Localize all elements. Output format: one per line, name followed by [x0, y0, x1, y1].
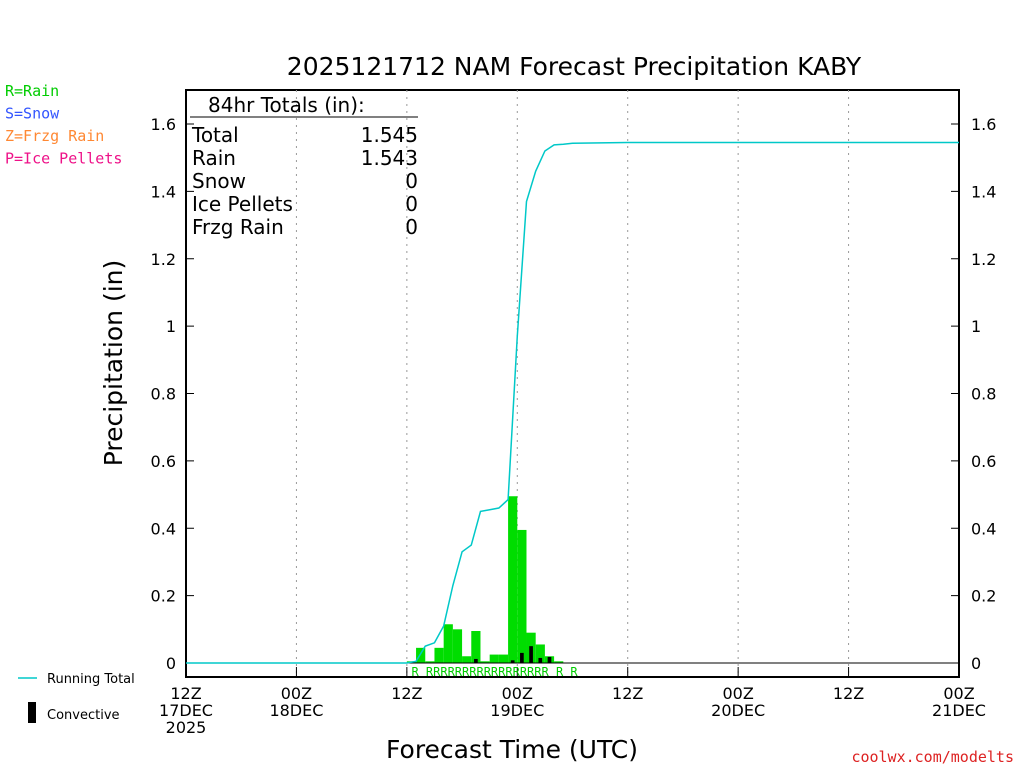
y-tick-label-right: 0.2 — [971, 587, 996, 606]
convective-bars — [474, 646, 552, 663]
x-tick-label: 00Z — [722, 684, 753, 703]
ptype-legend-item: Z=Frzg Rain — [5, 127, 104, 145]
convective-bar — [547, 656, 552, 663]
totals-row-label: Ice Pellets — [192, 192, 293, 216]
x-tick-label: 2025 — [166, 718, 207, 737]
y-tick-label-right: 0 — [971, 654, 981, 673]
totals-row-value: 1.545 — [361, 123, 418, 147]
rain-bar — [462, 656, 472, 663]
legend-bar-swatch — [28, 702, 36, 723]
credit-text: coolwx.com/modelts — [851, 748, 1014, 766]
y-tick-label-left: 0.2 — [151, 587, 176, 606]
chart-title: 2025121712 NAM Forecast Precipitation KA… — [287, 52, 862, 81]
x-tick-label: 18DEC — [269, 701, 323, 720]
precip-bars — [406, 496, 564, 663]
x-tick-label: 17DEC — [159, 701, 213, 720]
y-tick-label-right: 1.4 — [971, 182, 996, 201]
rain-bar — [554, 661, 564, 663]
y-tick-label-right: 0.8 — [971, 385, 996, 404]
totals-box: 84hr Totals (in): Total 1.545 Rain 1.543 Snow… — [190, 93, 418, 239]
x-tick-label: 12Z — [833, 684, 864, 703]
legend-label: Convective — [47, 708, 120, 723]
y-tick-label-left: 0 — [166, 654, 176, 673]
convective-bar — [529, 646, 533, 663]
y-tick-label-right: 1 — [971, 317, 981, 336]
y-tick-label-right: 0.6 — [971, 452, 996, 471]
rain-bar — [443, 624, 453, 663]
totals-row-value: 0 — [405, 169, 418, 193]
y-tick-label-left: 1.6 — [151, 115, 176, 134]
grid-lines — [295, 90, 850, 677]
totals-row-label: Rain — [192, 146, 236, 170]
y-tick-label-left: 1.2 — [151, 250, 176, 269]
ptype-legend-item: P=Ice Pellets — [5, 150, 122, 168]
y-tick-label-right: 0.4 — [971, 519, 996, 538]
y-axis-label: Precipitation (in) — [99, 260, 128, 467]
y-tick-label-left: 1.4 — [151, 182, 176, 201]
running-total-line — [186, 141, 959, 664]
ptype-legend: R=Rain S=Snow Z=Frzg Rain P=Ice Pellets — [5, 82, 122, 168]
convective-bar — [538, 657, 543, 663]
ptype-row: R RRRRRRRRRRRRRRRRR R R — [411, 665, 578, 679]
x-tick-label: 00Z — [943, 684, 974, 703]
x-tick-label: 12Z — [170, 684, 201, 703]
x-tick-label: 00Z — [502, 684, 533, 703]
totals-row-value: 0 — [405, 215, 418, 239]
rain-bar — [480, 661, 490, 663]
convective-bar — [520, 652, 524, 663]
rain-bar — [498, 654, 509, 663]
x-tick-label: 00Z — [281, 684, 312, 703]
rain-bar — [489, 654, 499, 663]
rain-bar — [508, 496, 518, 663]
ptype-legend-item: S=Snow — [5, 105, 60, 123]
plot-frame — [185, 89, 960, 678]
totals-row-label: Frzg Rain — [192, 215, 284, 239]
totals-title: 84hr Totals (in): — [208, 93, 365, 117]
y-tick-label-right: 1.2 — [971, 250, 996, 269]
y-tick-label-left: 1 — [166, 317, 176, 336]
x-tick-label: 21DEC — [932, 701, 986, 720]
convective-bar — [474, 658, 478, 663]
rain-bar — [416, 647, 426, 663]
y-tick-label-left: 0.6 — [151, 452, 176, 471]
totals-row-value: 0 — [405, 192, 418, 216]
rain-bar — [517, 529, 527, 663]
x-tick-label: 12Z — [612, 684, 643, 703]
x-tick-label: 19DEC — [490, 701, 544, 720]
y-tick-label-right: 1.6 — [971, 115, 996, 134]
y-tick-label-left: 0.4 — [151, 519, 176, 538]
rain-bar — [535, 644, 545, 663]
totals-row-label: Snow — [192, 169, 246, 193]
convective-bar — [510, 660, 515, 663]
x-tick-label: 12Z — [391, 684, 422, 703]
series-legend: Running Total Convective — [18, 672, 135, 723]
rain-bar — [425, 661, 435, 663]
plot-area: 0 00.2 0.20.4 0.40.6 0.60.8 0.81 11.2 1.21.4 1.4… — [151, 89, 997, 737]
y-axis-ticks: 0 00.2 0.20.4 0.40.6 0.60.8 0.81 11.2 1.21.4 1.4… — [151, 115, 997, 673]
y-tick-label-left: 0.8 — [151, 385, 176, 404]
rain-bar — [471, 630, 481, 663]
rain-bar — [434, 647, 444, 663]
legend-label: Running Total — [47, 672, 135, 687]
x-axis-label: Forecast Time (UTC) — [386, 735, 638, 764]
ptype-legend-item: R=Rain — [5, 82, 59, 100]
rain-bar — [452, 629, 463, 663]
x-tick-label: 20DEC — [711, 701, 765, 720]
totals-row-value: 1.543 — [361, 146, 418, 170]
totals-row-label: Total — [191, 123, 239, 147]
